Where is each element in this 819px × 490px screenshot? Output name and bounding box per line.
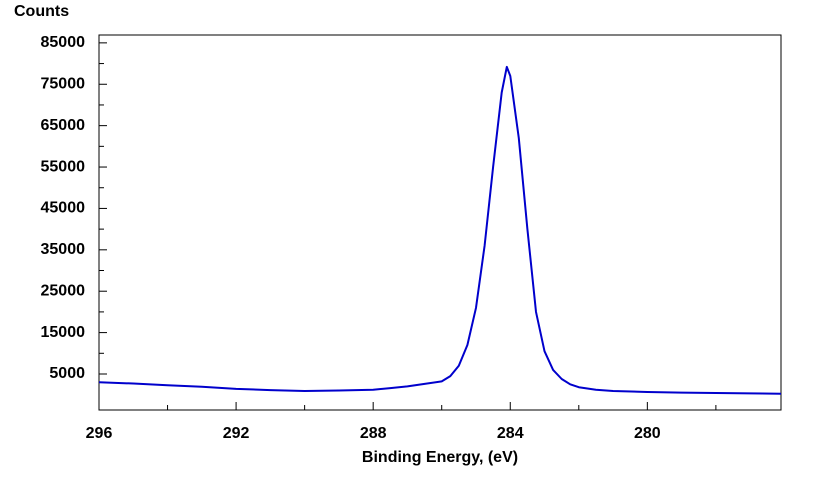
x-tick-label: 284	[497, 425, 524, 442]
y-tick-label: 85000	[41, 34, 86, 51]
x-tick-label: 296	[86, 425, 113, 442]
y-tick-label: 5000	[49, 365, 85, 382]
y-tick-label: 75000	[41, 75, 86, 92]
x-axis-label: Binding Energy, (eV)	[362, 449, 518, 466]
y-axis-label: Counts	[14, 3, 69, 20]
y-tick-label: 15000	[41, 324, 86, 341]
plot-frame	[98, 34, 782, 411]
x-tick-label: 280	[634, 425, 661, 442]
y-tick-label: 55000	[41, 158, 86, 175]
y-tick-label: 35000	[41, 241, 86, 258]
y-tick-label: 25000	[41, 282, 86, 299]
y-tick-label: 45000	[41, 200, 86, 217]
x-tick-label: 288	[360, 425, 387, 442]
y-tick-label: 65000	[41, 117, 86, 134]
x-tick-label: 292	[223, 425, 250, 442]
spectrum-line	[98, 65, 782, 395]
